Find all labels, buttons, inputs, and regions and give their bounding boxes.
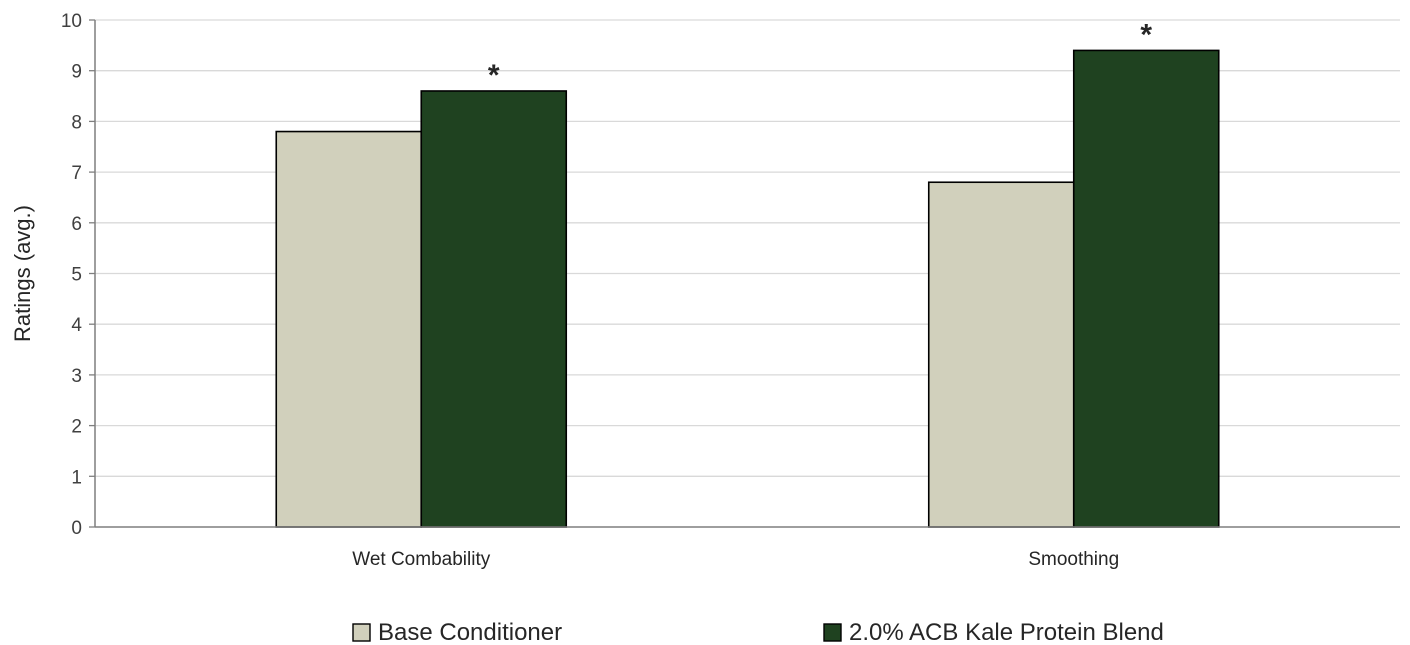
- y-tick-label: 10: [61, 11, 82, 32]
- y-tick-label: 5: [71, 265, 82, 286]
- bar-kale-0: [420, 90, 568, 528]
- axes: [89, 19, 1400, 528]
- significance-marker: *: [488, 59, 500, 92]
- legend-label: Base Conditioner: [378, 619, 562, 645]
- legend: Base Conditioner 2.0% ACB Kale Protein Bl…: [352, 619, 1164, 645]
- significance-marker: *: [1140, 18, 1152, 51]
- y-tick-label: 9: [71, 62, 82, 83]
- legend-label: 2.0% ACB Kale Protein Blend: [849, 619, 1164, 645]
- legend-swatch: [352, 623, 371, 642]
- bar-kale-1: [1072, 49, 1220, 528]
- y-tick-label: 8: [71, 112, 82, 133]
- y-tick-label: 3: [71, 366, 82, 387]
- labels: 0 1 2 3 4 5 6 7 8 9 10 * Wet Combability * Smoothing: [61, 11, 1153, 570]
- y-tick-label: 6: [71, 214, 82, 235]
- y-axis-title: Ratings (avg.): [10, 205, 35, 342]
- y-tick-label: 0: [71, 518, 82, 539]
- bar-base-0: [275, 130, 423, 528]
- y-tick-label: 7: [71, 163, 82, 184]
- y-tick-label: 4: [71, 315, 82, 336]
- legend-swatch: [823, 623, 842, 642]
- x-category-label: Smoothing: [1028, 549, 1119, 570]
- y-tick-label: 2: [71, 417, 82, 438]
- x-category-label: Wet Combability: [352, 549, 490, 570]
- bar-base-1: [927, 181, 1075, 528]
- y-tick-label: 1: [71, 467, 82, 488]
